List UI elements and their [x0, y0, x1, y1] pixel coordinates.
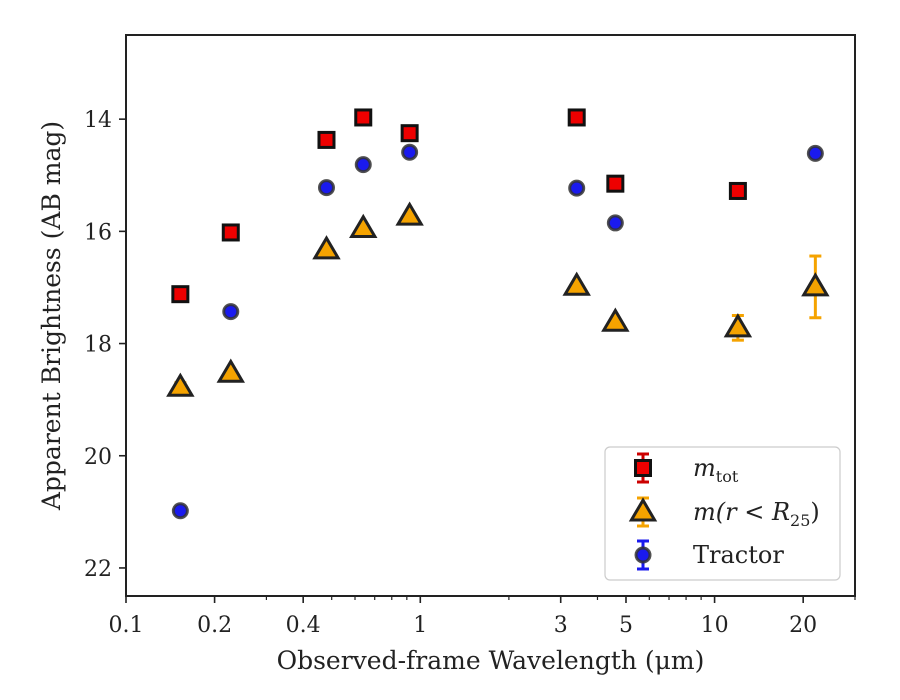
error-bars [174, 254, 822, 394]
point-mtot [728, 181, 747, 200]
legend-label-main: Tractor [693, 541, 784, 569]
point-mtot [354, 108, 373, 127]
data-points [166, 108, 830, 520]
legend: mtot m(r < R25) Tractor [604, 446, 841, 581]
legend-box [604, 446, 841, 581]
point-mr25 [723, 313, 753, 338]
point-mr25 [166, 372, 195, 397]
x-tick-label: 5 [619, 613, 633, 638]
point-tractor [606, 214, 624, 232]
x-tick-label: 10 [701, 613, 729, 638]
y-tick-label: 16 [84, 220, 112, 245]
point-tractor [806, 144, 824, 162]
point-mr25 [216, 358, 245, 383]
legend-label-mtot: mtot [693, 454, 739, 486]
point-mtot [317, 130, 336, 149]
x-tick-label: 20 [789, 613, 817, 638]
point-mr25 [312, 235, 341, 260]
point-tractor [568, 179, 586, 197]
legend-marker-mr25 [628, 497, 658, 522]
point-tractor [317, 179, 335, 197]
y-tick-label: 18 [84, 333, 112, 358]
x-tick-label: 0.1 [109, 613, 144, 638]
point-mtot [567, 108, 586, 127]
point-mr25 [801, 272, 830, 297]
point-mr25 [395, 201, 424, 226]
legend-label-tail: ) [810, 498, 819, 526]
point-tractor [401, 143, 419, 161]
x-tick-label: 1 [413, 613, 427, 638]
point-mr25 [562, 271, 591, 296]
point-mtot [606, 174, 625, 193]
legend-label-mr25: m(r < R25) [693, 498, 820, 530]
point-mtot [171, 285, 190, 304]
point-tractor [171, 502, 189, 520]
y-tick-label: 14 [84, 108, 112, 133]
x-axis-label: Observed-frame Wavelength (μm) [277, 646, 705, 675]
y-tick-label: 22 [84, 557, 112, 582]
legend-label-tractor: Tractor [693, 541, 784, 569]
legend-label-main: m [693, 454, 716, 482]
point-mr25 [349, 213, 378, 239]
legend-marker-mtot [634, 459, 652, 477]
legend-label-subscript: tot [716, 467, 739, 486]
legend-label-subscript: 25 [790, 511, 810, 530]
point-tractor [222, 303, 240, 321]
point-mtot [400, 124, 419, 143]
plot-frame [125, 34, 856, 597]
y-tick-label: 20 [84, 445, 112, 470]
legend-marker-tractor [634, 546, 652, 564]
x-tick-label: 0.2 [197, 613, 232, 638]
x-tick-label: 0.4 [286, 613, 321, 638]
axis-ticks: 0.1 0.2 0.4 1 3 5 10 20 14 16 18 20 22 [84, 108, 856, 638]
point-tractor [354, 156, 372, 174]
x-tick-label: 3 [554, 613, 568, 638]
y-axis-label: Apparent Brightness (AB mag) [37, 121, 66, 511]
point-mr25 [601, 307, 630, 332]
point-mtot [221, 223, 240, 242]
legend-label-main: m(r < R [693, 498, 790, 526]
